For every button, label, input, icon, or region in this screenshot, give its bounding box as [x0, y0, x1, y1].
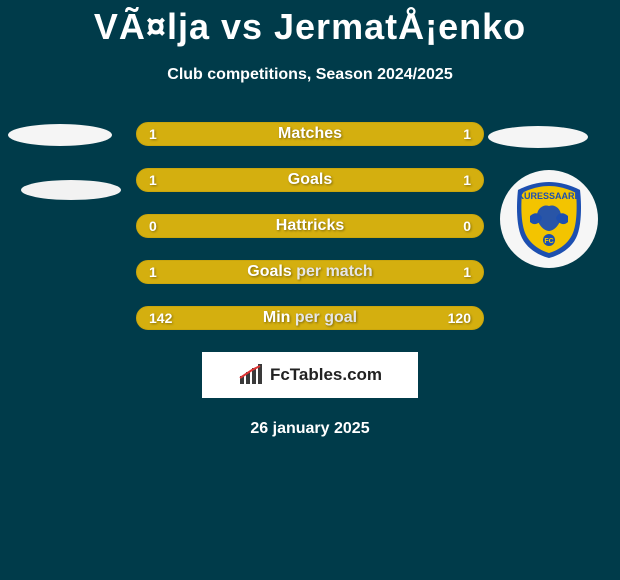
date-line: 26 january 2025 [0, 420, 620, 438]
stat-right: 1 [463, 264, 471, 280]
kuressaare-crest-icon: KURESSAARE FC [506, 176, 592, 262]
page-title: VÃ¤lja vs JermatÅ¡enko [0, 0, 620, 48]
right-ellipse [488, 126, 588, 148]
stat-left: 1 [149, 264, 157, 280]
bar-chart-icon [238, 364, 264, 386]
stat-left: 142 [149, 310, 172, 326]
svg-text:FC: FC [544, 238, 553, 245]
stat-right: 120 [448, 310, 471, 326]
stat-left: 0 [149, 218, 157, 234]
left-ellipse-1 [8, 124, 112, 146]
stat-left: 1 [149, 172, 157, 188]
stat-right: 1 [463, 126, 471, 142]
svg-text:KURESSAARE: KURESSAARE [517, 191, 580, 201]
logo-text: FcTables.com [270, 365, 382, 385]
stat-row-matches: 1 Matches 1 [136, 122, 484, 146]
subtitle: Club competitions, Season 2024/2025 [0, 66, 620, 84]
stat-label: Hattricks [276, 217, 344, 235]
stat-label: Matches [278, 125, 342, 143]
stat-row-goals: 1 Goals 1 [136, 168, 484, 192]
club-badge-right: KURESSAARE FC [500, 170, 598, 268]
stat-row-goals-per-match: 1 Goals per match 1 [136, 260, 484, 284]
stat-label: Goals [288, 171, 332, 189]
fctables-logo: FcTables.com [202, 352, 418, 398]
left-ellipse-2 [21, 180, 121, 200]
stat-label: Min per goal [263, 309, 357, 327]
stat-row-hattricks: 0 Hattricks 0 [136, 214, 484, 238]
stat-label: Goals per match [247, 263, 372, 281]
stat-left: 1 [149, 126, 157, 142]
stat-row-min-per-goal: 142 Min per goal 120 [136, 306, 484, 330]
stats-list: 1 Matches 1 1 Goals 1 0 Hattricks 0 1 Go… [136, 122, 484, 330]
stat-right: 1 [463, 172, 471, 188]
stat-right: 0 [463, 218, 471, 234]
